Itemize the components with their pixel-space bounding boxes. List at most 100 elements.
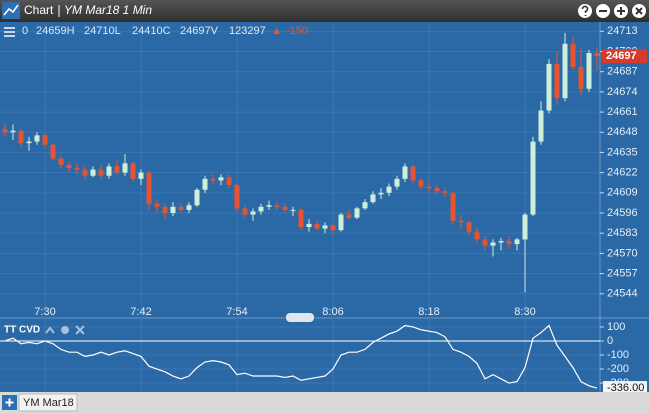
x-tick-label: 8:06 — [322, 306, 343, 318]
candle-body — [218, 177, 224, 181]
y-tick-label: 24622 — [607, 167, 638, 179]
candle-body — [562, 43, 568, 99]
candle-body — [378, 192, 384, 195]
candle-body — [250, 211, 256, 215]
y-tick-label: 100 — [607, 321, 625, 333]
x-tick-label: 7:42 — [130, 306, 151, 318]
candle-body — [122, 163, 128, 173]
plot: 24697 -336.00 — [2, 32, 647, 396]
y-tick-label: 24557 — [607, 268, 638, 280]
menu-bar — [4, 27, 15, 29]
y-tick-label: 0 — [607, 335, 613, 347]
candle-body — [498, 240, 504, 243]
candle-body — [514, 239, 520, 245]
candle-body — [82, 169, 88, 176]
header-item: 0 — [22, 25, 28, 37]
candle-body — [170, 206, 176, 214]
candle-body — [10, 130, 16, 133]
candle-body — [554, 63, 560, 99]
candle-body — [442, 191, 448, 193]
candle-body — [154, 203, 160, 207]
window-title: Chart — [24, 3, 54, 17]
y-tick-label: -200 — [607, 363, 629, 375]
candle-body — [242, 208, 248, 215]
indicator-close-button[interactable] — [75, 325, 85, 335]
y-tick-label: 24609 — [607, 187, 638, 199]
candle-body — [482, 239, 488, 246]
candle-body — [50, 144, 56, 159]
candle-body — [386, 186, 392, 193]
candle-body — [458, 220, 464, 223]
candle-body — [58, 158, 64, 165]
candle-body — [522, 214, 528, 240]
candle-body — [418, 180, 424, 187]
candle-body — [314, 223, 320, 229]
chart-background — [0, 22, 649, 392]
candle-body — [346, 214, 352, 218]
candle-body — [2, 129, 8, 133]
candle-body — [338, 214, 344, 231]
candle-body — [306, 223, 312, 228]
x-tick-label: 8:30 — [514, 306, 535, 318]
candle-body — [202, 178, 208, 190]
instrument-tab[interactable] — [18, 393, 78, 412]
candle-body — [402, 166, 408, 179]
menu-bar — [4, 31, 15, 33]
title-bar — [0, 0, 649, 22]
candle-body — [178, 206, 184, 210]
maximize-glyph — [617, 7, 625, 15]
header-item: 24697V — [180, 25, 219, 37]
candle-body — [490, 242, 496, 246]
candle-body — [282, 206, 288, 210]
candle-body — [298, 209, 304, 228]
candle-body — [370, 194, 376, 203]
candle-body — [226, 177, 232, 186]
candle-body — [138, 172, 144, 179]
candle-body — [210, 178, 216, 181]
y-tick-label: 24570 — [607, 247, 638, 259]
candle-body — [434, 188, 440, 192]
minimize-glyph — [599, 10, 607, 12]
y-tick-label: 24674 — [607, 86, 638, 98]
add-tab-glyph — [5, 398, 14, 407]
candle-body — [66, 164, 72, 168]
last-price-label: 24697 — [606, 50, 637, 62]
header-item: 24410C — [132, 25, 171, 37]
candle-body — [162, 206, 168, 214]
x-tick-label: 8:18 — [418, 306, 439, 318]
y-tick-label: 24687 — [607, 66, 638, 78]
candle-body — [18, 130, 24, 144]
candle-body — [106, 166, 112, 176]
indicator-settings-button[interactable] — [61, 326, 69, 334]
y-tick-label: 24648 — [607, 126, 638, 138]
close-glyph — [635, 7, 643, 15]
y-tick-label: 24635 — [607, 146, 638, 158]
y-tick-label: 24713 — [607, 25, 638, 37]
menu-icon[interactable] — [4, 27, 15, 37]
header-item: 24659H — [36, 25, 75, 37]
candle-body — [506, 240, 512, 245]
candle-body — [466, 222, 472, 232]
x-tick-label: 7:54 — [226, 306, 247, 318]
candle-body — [394, 178, 400, 187]
pane-resize-handle[interactable] — [286, 313, 314, 322]
instrument-tab-label: YM Mar18 — [23, 397, 74, 409]
candle-body — [26, 141, 32, 144]
candle-body — [234, 185, 240, 209]
candle-body — [274, 205, 280, 207]
change-value: -150 — [286, 25, 308, 37]
instrument-title: YM Mar18 1 Min — [64, 3, 152, 17]
candle-body — [34, 135, 40, 142]
change-icon — [273, 28, 280, 34]
candle-body — [266, 205, 272, 207]
y-tick-label: 24544 — [607, 288, 638, 300]
candle-body — [42, 135, 48, 145]
indicator-up-button[interactable] — [45, 326, 55, 334]
header-info: 0 24659H 24710L 24410C 24697V 123297 — [22, 25, 266, 37]
candle-body — [186, 205, 192, 210]
cvd-line — [4, 324, 598, 389]
candle-body — [530, 141, 536, 215]
indicator-title: TT CVD — [4, 325, 40, 336]
candle-body — [570, 43, 576, 68]
